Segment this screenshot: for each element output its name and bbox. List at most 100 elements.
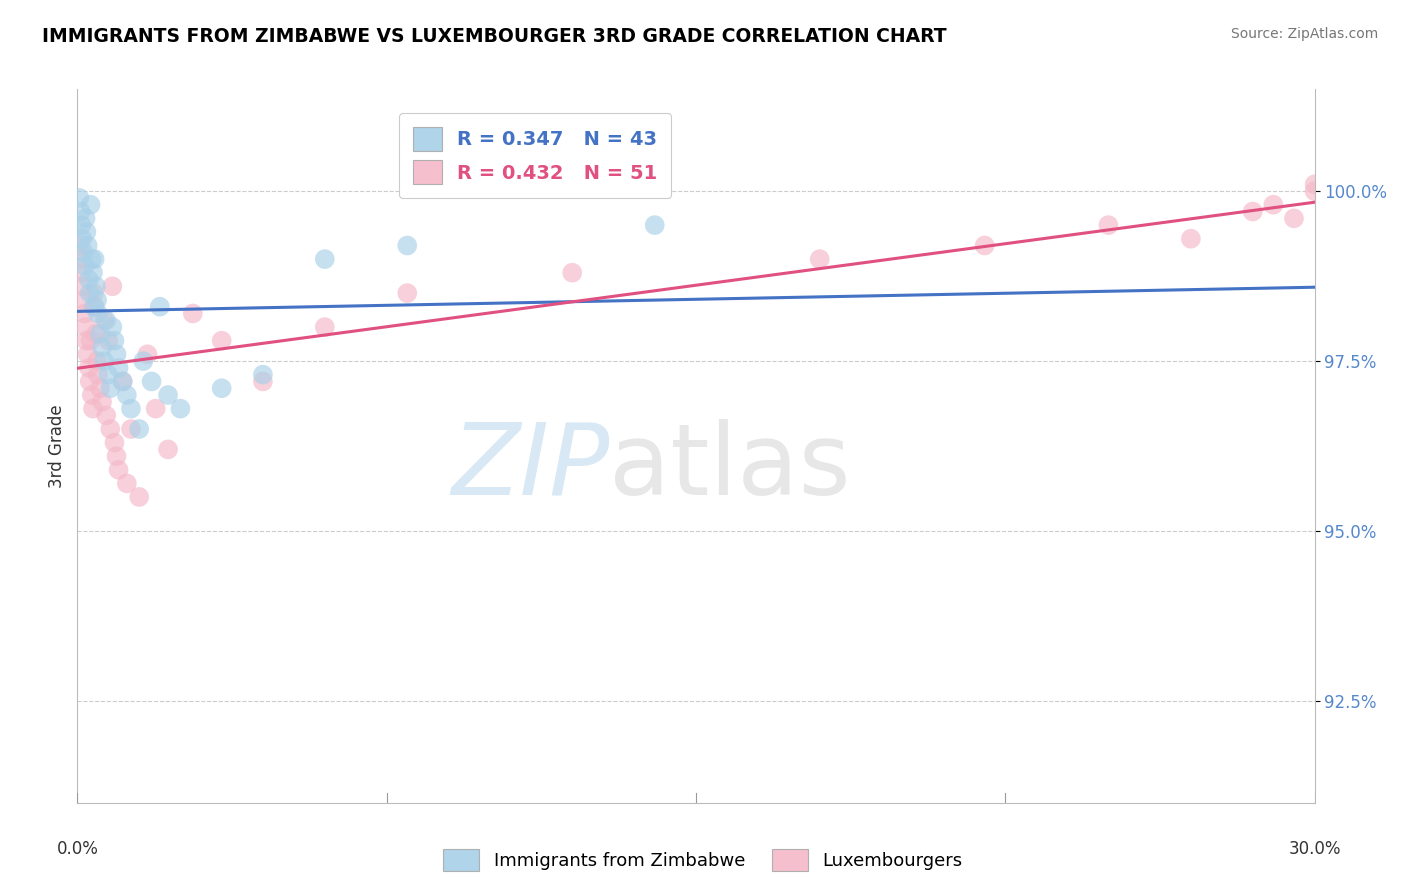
Point xyxy=(79,286,101,301)
Point xyxy=(115,476,138,491)
Point xyxy=(107,463,129,477)
Point xyxy=(79,334,101,348)
Point xyxy=(157,442,180,457)
Point xyxy=(1303,178,1326,192)
Point xyxy=(72,279,94,293)
Point xyxy=(73,306,96,320)
Point xyxy=(67,238,90,252)
Text: 0.0%: 0.0% xyxy=(56,840,98,858)
Point xyxy=(72,245,94,260)
Point xyxy=(87,306,110,320)
Point xyxy=(73,259,96,273)
Point xyxy=(101,320,124,334)
Point xyxy=(72,293,94,307)
Point xyxy=(314,320,336,334)
Point xyxy=(105,347,128,361)
Point xyxy=(644,218,666,232)
Text: ZIP: ZIP xyxy=(451,419,609,516)
Point xyxy=(181,306,204,320)
Point xyxy=(86,293,108,307)
Point xyxy=(1097,218,1119,232)
Point xyxy=(1180,232,1202,246)
Point xyxy=(111,375,134,389)
Point xyxy=(120,422,142,436)
Point xyxy=(82,266,104,280)
Point xyxy=(75,320,97,334)
Point xyxy=(136,347,159,361)
Point xyxy=(169,401,191,416)
Point xyxy=(808,252,831,266)
Point xyxy=(396,238,419,252)
Point xyxy=(98,422,121,436)
Point xyxy=(72,232,94,246)
Point xyxy=(1263,198,1285,212)
Point xyxy=(77,272,100,286)
Point xyxy=(149,300,172,314)
Point xyxy=(69,252,91,266)
Point xyxy=(83,300,105,314)
Point xyxy=(103,435,125,450)
Point xyxy=(67,191,90,205)
Point xyxy=(973,238,995,252)
Point xyxy=(89,381,111,395)
Point xyxy=(97,368,120,382)
Point xyxy=(70,218,93,232)
Point xyxy=(252,368,274,382)
Point xyxy=(76,238,98,252)
Point xyxy=(84,326,107,341)
Point xyxy=(69,204,91,219)
Point xyxy=(96,409,118,423)
Point xyxy=(83,252,105,266)
Point xyxy=(1282,211,1305,226)
Point xyxy=(83,286,105,301)
Point xyxy=(561,266,583,280)
Point xyxy=(75,211,97,226)
Point xyxy=(79,375,101,389)
Point xyxy=(98,381,121,395)
Point xyxy=(96,313,118,327)
Text: Source: ZipAtlas.com: Source: ZipAtlas.com xyxy=(1230,27,1378,41)
Point xyxy=(120,401,142,416)
Point xyxy=(1303,184,1326,198)
Point xyxy=(82,401,104,416)
Point xyxy=(128,422,150,436)
Point xyxy=(105,449,128,463)
Point xyxy=(91,394,114,409)
Point xyxy=(86,354,108,368)
Point xyxy=(101,279,124,293)
Point xyxy=(84,279,107,293)
Point xyxy=(97,334,120,348)
Text: 30.0%: 30.0% xyxy=(1288,840,1341,858)
Point xyxy=(77,360,100,375)
Point xyxy=(1241,204,1264,219)
Point xyxy=(157,388,180,402)
Point xyxy=(75,225,97,239)
Point xyxy=(80,252,103,266)
Point xyxy=(145,401,167,416)
Legend: R = 0.347   N = 43, R = 0.432   N = 51: R = 0.347 N = 43, R = 0.432 N = 51 xyxy=(399,113,671,198)
Point xyxy=(87,368,110,382)
Point xyxy=(314,252,336,266)
Point xyxy=(89,326,111,341)
Point xyxy=(80,388,103,402)
Text: atlas: atlas xyxy=(609,419,851,516)
Point xyxy=(111,375,134,389)
Point xyxy=(70,266,93,280)
Point xyxy=(107,360,129,375)
Point xyxy=(103,334,125,348)
Point xyxy=(83,300,105,314)
Point xyxy=(252,375,274,389)
Point xyxy=(91,341,114,355)
Point xyxy=(128,490,150,504)
Point xyxy=(76,347,98,361)
Point xyxy=(132,354,155,368)
Legend: Immigrants from Zimbabwe, Luxembourgers: Immigrants from Zimbabwe, Luxembourgers xyxy=(436,842,970,879)
Point xyxy=(75,334,97,348)
Point xyxy=(211,334,233,348)
Point xyxy=(93,354,115,368)
Text: IMMIGRANTS FROM ZIMBABWE VS LUXEMBOURGER 3RD GRADE CORRELATION CHART: IMMIGRANTS FROM ZIMBABWE VS LUXEMBOURGER… xyxy=(42,27,946,45)
Point xyxy=(93,313,115,327)
Point xyxy=(396,286,419,301)
Point xyxy=(115,388,138,402)
Y-axis label: 3rd Grade: 3rd Grade xyxy=(48,404,66,488)
